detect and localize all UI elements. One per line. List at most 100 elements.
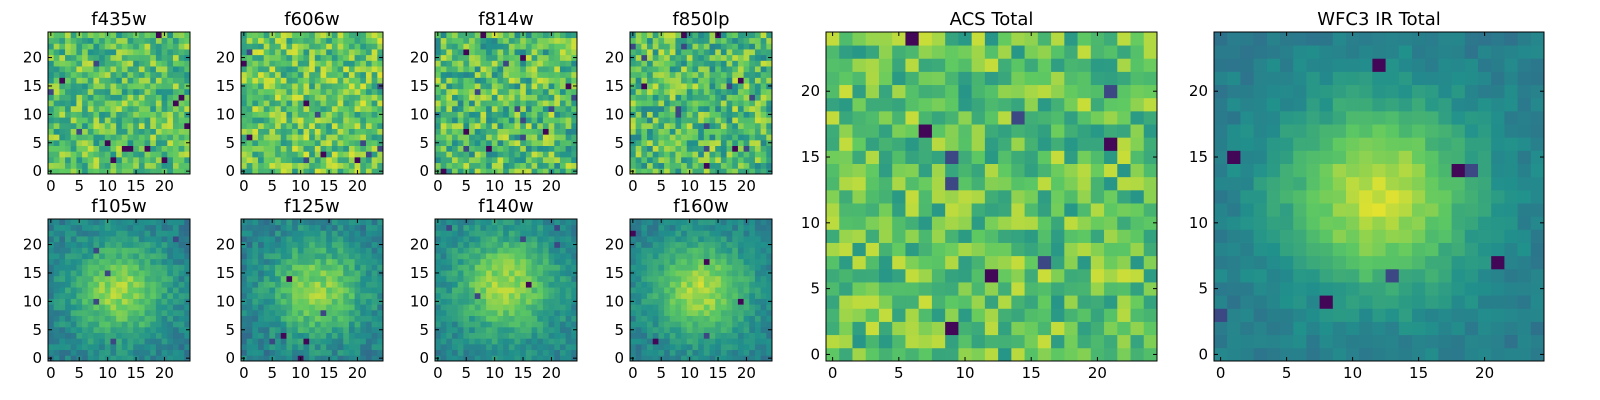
heatmap-cell — [275, 258, 282, 265]
heatmap-cell — [70, 224, 77, 231]
heatmap-cell — [286, 162, 293, 169]
heatmap-cell — [150, 326, 157, 333]
heatmap-cell — [138, 349, 145, 356]
heatmap-cell — [258, 338, 265, 345]
heatmap-cell — [497, 270, 504, 277]
heatmap-cell — [258, 281, 265, 288]
heatmap-cell — [309, 54, 316, 61]
heatmap-cell — [559, 349, 567, 356]
heatmap-cell — [698, 105, 705, 112]
heatmap-cell — [48, 43, 55, 50]
heatmap-cell — [486, 49, 493, 56]
heatmap-cell — [525, 270, 532, 277]
heatmap-cell — [371, 43, 378, 50]
heatmap-cell — [537, 309, 544, 316]
heatmap-cell — [709, 321, 716, 328]
heatmap-cell — [354, 241, 361, 248]
heatmap-cell — [537, 236, 544, 243]
heatmap-cell — [280, 309, 287, 316]
heatmap-cell — [252, 83, 259, 90]
heatmap-cell — [664, 343, 671, 351]
heatmap-cell — [286, 77, 293, 84]
heatmap-cell — [737, 105, 744, 112]
heatmap-cell — [82, 122, 89, 129]
heatmap-cell — [743, 321, 750, 328]
heatmap-cell — [314, 281, 321, 288]
heatmap-cell — [99, 275, 106, 282]
heatmap-cell — [138, 292, 145, 299]
heatmap-cell — [520, 230, 527, 237]
heatmap-cell — [172, 111, 180, 118]
heatmap-cell — [635, 32, 642, 39]
heatmap-cell — [297, 281, 304, 288]
heatmap-cell — [110, 230, 117, 237]
heatmap-cell — [76, 128, 83, 135]
heatmap-cell — [749, 145, 756, 152]
heatmap-cell — [686, 54, 693, 61]
heatmap-cell — [184, 151, 191, 158]
heatmap-cell — [664, 270, 671, 277]
heatmap-cell — [138, 219, 145, 226]
heatmap-cell — [548, 49, 555, 56]
heatmap-cell — [469, 292, 476, 299]
heatmap-cell — [565, 162, 572, 169]
heatmap-cell — [554, 43, 561, 50]
heatmap-cell — [337, 264, 344, 271]
heatmap-cell — [658, 54, 665, 61]
heatmap-cell — [658, 321, 665, 328]
heatmap-cell — [87, 298, 94, 305]
heatmap-cell — [371, 332, 378, 339]
heatmap-cell — [520, 128, 527, 135]
heatmap-cell — [754, 332, 762, 339]
heatmap-cell — [520, 105, 527, 112]
heatmap-cell — [720, 326, 727, 333]
heatmap-cell — [70, 343, 77, 351]
heatmap-cell — [508, 88, 515, 95]
heatmap-cell — [554, 281, 561, 288]
heatmap-cell — [480, 338, 487, 345]
heatmap-cell — [377, 343, 384, 351]
heatmap-cell — [469, 105, 476, 112]
heatmap-cell — [303, 236, 310, 243]
heatmap-cell — [360, 292, 367, 299]
heatmap-cell — [258, 275, 265, 282]
heatmap-cell — [675, 332, 682, 339]
heatmap-cell — [686, 281, 693, 288]
heatmap-cell — [320, 168, 327, 175]
heatmap-cell — [241, 309, 248, 316]
heatmap-cell — [658, 66, 665, 73]
heatmap-cell — [531, 151, 538, 158]
heatmap-cell — [275, 264, 282, 271]
heatmap-cell — [474, 219, 481, 226]
heatmap-cell — [664, 304, 671, 311]
heatmap-cell — [446, 258, 453, 265]
heatmap-cell — [178, 258, 185, 265]
heatmap-cell — [354, 60, 361, 67]
heatmap-cell — [150, 241, 157, 248]
heatmap-cell — [525, 111, 532, 118]
heatmap-cell — [331, 32, 338, 39]
heatmap-cell — [172, 247, 180, 254]
heatmap-cell — [446, 349, 453, 356]
heatmap-cell — [116, 139, 123, 146]
heatmap-cell — [252, 128, 259, 135]
heatmap-cell — [630, 151, 637, 158]
heatmap-cell — [178, 338, 185, 345]
heatmap-cell — [709, 54, 716, 61]
heatmap-cell — [246, 247, 253, 254]
heatmap-cell — [155, 151, 162, 158]
heatmap-cell — [70, 156, 77, 164]
heatmap-cell — [309, 37, 316, 44]
heatmap-cell — [548, 236, 555, 243]
heatmap-cell — [754, 105, 762, 112]
heatmap-cell — [246, 219, 253, 226]
heatmap-cell — [121, 304, 128, 311]
heatmap-cell — [474, 224, 481, 231]
heatmap-cell — [760, 94, 767, 101]
heatmap-cell — [320, 77, 327, 84]
heatmap-cell — [320, 156, 327, 164]
heatmap-cell — [326, 100, 333, 107]
heatmap-cell — [246, 60, 253, 67]
heatmap-cell — [503, 326, 510, 333]
heatmap-cell — [726, 128, 733, 135]
